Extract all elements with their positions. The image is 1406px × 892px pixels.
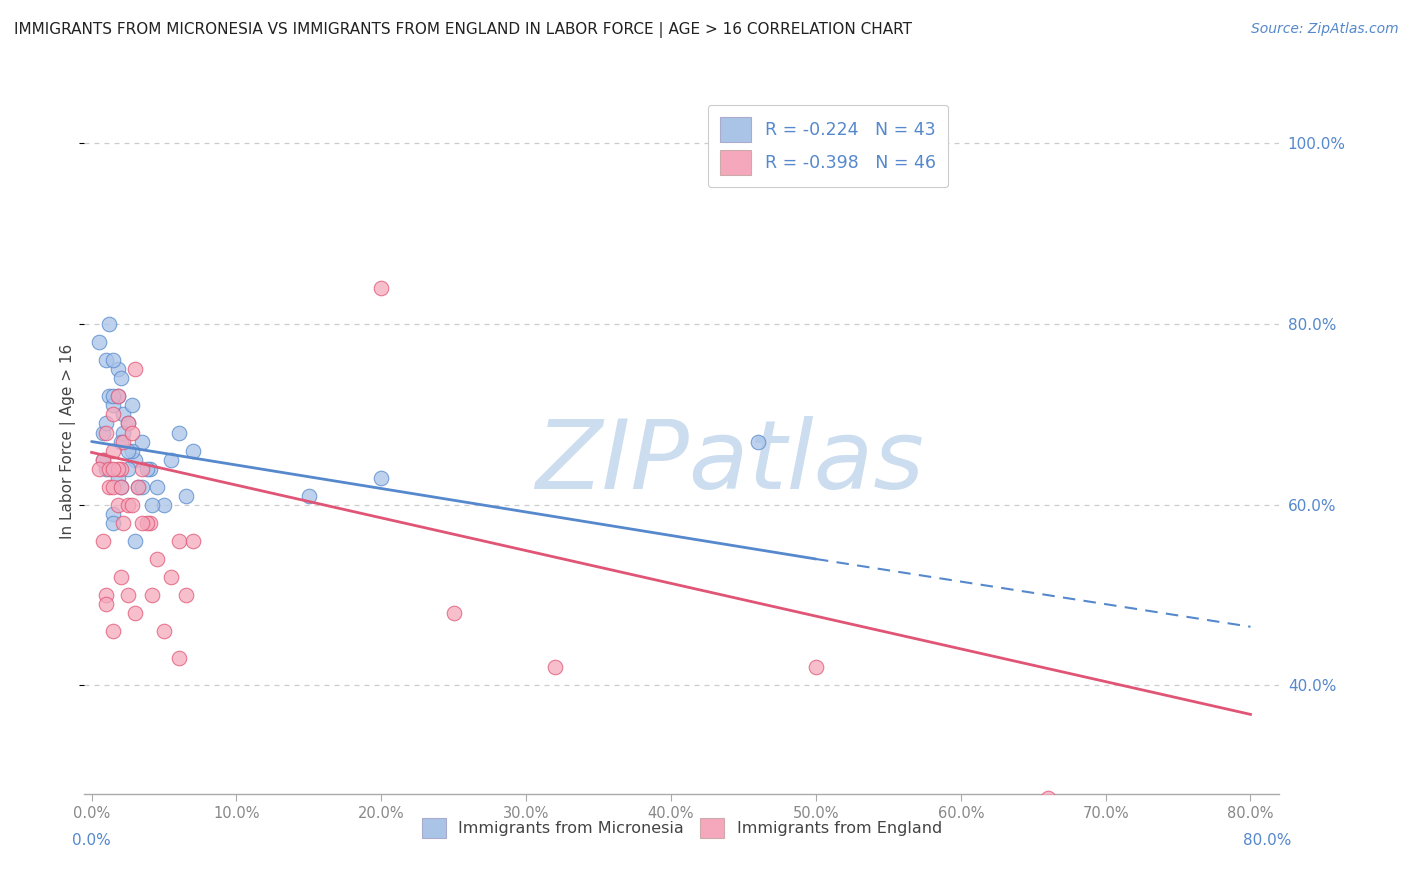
- Point: [370, 281, 392, 295]
- Point: [124, 533, 146, 548]
- Point: [87, 461, 110, 475]
- Point: [131, 516, 153, 530]
- Point: [94, 417, 117, 431]
- Point: [138, 516, 160, 530]
- Point: [146, 552, 169, 566]
- Point: [98, 389, 121, 403]
- Point: [544, 660, 567, 674]
- Point: [91, 425, 114, 440]
- Point: [103, 480, 125, 494]
- Point: [747, 434, 769, 449]
- Legend: Immigrants from Micronesia, Immigrants from England: Immigrants from Micronesia, Immigrants f…: [413, 810, 950, 846]
- Point: [103, 516, 125, 530]
- Point: [107, 362, 129, 376]
- Point: [107, 471, 129, 485]
- Point: [87, 335, 110, 350]
- Point: [146, 480, 169, 494]
- Point: [131, 461, 153, 475]
- Point: [121, 425, 143, 440]
- Point: [121, 498, 143, 512]
- Point: [117, 443, 139, 458]
- Point: [103, 507, 125, 521]
- Point: [121, 443, 143, 458]
- Point: [94, 461, 117, 475]
- Point: [107, 389, 129, 403]
- Point: [124, 606, 146, 620]
- Point: [94, 597, 117, 611]
- Point: [103, 461, 125, 475]
- Point: [98, 480, 121, 494]
- Point: [135, 516, 157, 530]
- Point: [107, 498, 129, 512]
- Point: [110, 461, 132, 475]
- Point: [124, 452, 146, 467]
- Point: [167, 425, 190, 440]
- Point: [131, 434, 153, 449]
- Point: [103, 624, 125, 639]
- Point: [94, 353, 117, 368]
- Point: [160, 452, 183, 467]
- Point: [103, 408, 125, 422]
- Point: [112, 425, 135, 440]
- Point: [107, 389, 129, 403]
- Point: [107, 461, 129, 475]
- Point: [94, 588, 117, 602]
- Y-axis label: In Labor Force | Age > 16: In Labor Force | Age > 16: [60, 344, 76, 539]
- Point: [110, 434, 132, 449]
- Text: IMMIGRANTS FROM MICRONESIA VS IMMIGRANTS FROM ENGLAND IN LABOR FORCE | AGE > 16 : IMMIGRANTS FROM MICRONESIA VS IMMIGRANTS…: [14, 22, 912, 38]
- Point: [98, 461, 121, 475]
- Point: [98, 317, 121, 331]
- Point: [112, 516, 135, 530]
- Text: 0.0%: 0.0%: [73, 832, 111, 847]
- Point: [127, 480, 149, 494]
- Point: [141, 498, 163, 512]
- Point: [174, 489, 197, 503]
- Point: [138, 461, 160, 475]
- Point: [298, 489, 321, 503]
- Point: [174, 588, 197, 602]
- Text: 80.0%: 80.0%: [1243, 832, 1292, 847]
- Point: [110, 570, 132, 584]
- Point: [181, 443, 204, 458]
- Point: [167, 651, 190, 665]
- Point: [117, 417, 139, 431]
- Point: [110, 371, 132, 385]
- Point: [1036, 791, 1059, 805]
- Text: Source: ZipAtlas.com: Source: ZipAtlas.com: [1251, 22, 1399, 37]
- Point: [117, 588, 139, 602]
- Point: [370, 471, 392, 485]
- Point: [135, 461, 157, 475]
- Point: [121, 398, 143, 412]
- Point: [112, 434, 135, 449]
- Point: [141, 588, 163, 602]
- Point: [103, 398, 125, 412]
- Point: [117, 461, 139, 475]
- Point: [804, 660, 827, 674]
- Point: [127, 480, 149, 494]
- Point: [167, 533, 190, 548]
- Point: [112, 408, 135, 422]
- Point: [110, 480, 132, 494]
- Point: [117, 417, 139, 431]
- Point: [91, 452, 114, 467]
- Point: [94, 425, 117, 440]
- Point: [181, 533, 204, 548]
- Point: [153, 624, 176, 639]
- Point: [103, 389, 125, 403]
- Point: [443, 606, 465, 620]
- Text: ZIPatlas: ZIPatlas: [536, 417, 924, 509]
- Point: [131, 480, 153, 494]
- Point: [91, 452, 114, 467]
- Point: [117, 498, 139, 512]
- Point: [91, 533, 114, 548]
- Point: [160, 570, 183, 584]
- Point: [153, 498, 176, 512]
- Point: [110, 480, 132, 494]
- Point: [103, 443, 125, 458]
- Point: [124, 362, 146, 376]
- Point: [103, 353, 125, 368]
